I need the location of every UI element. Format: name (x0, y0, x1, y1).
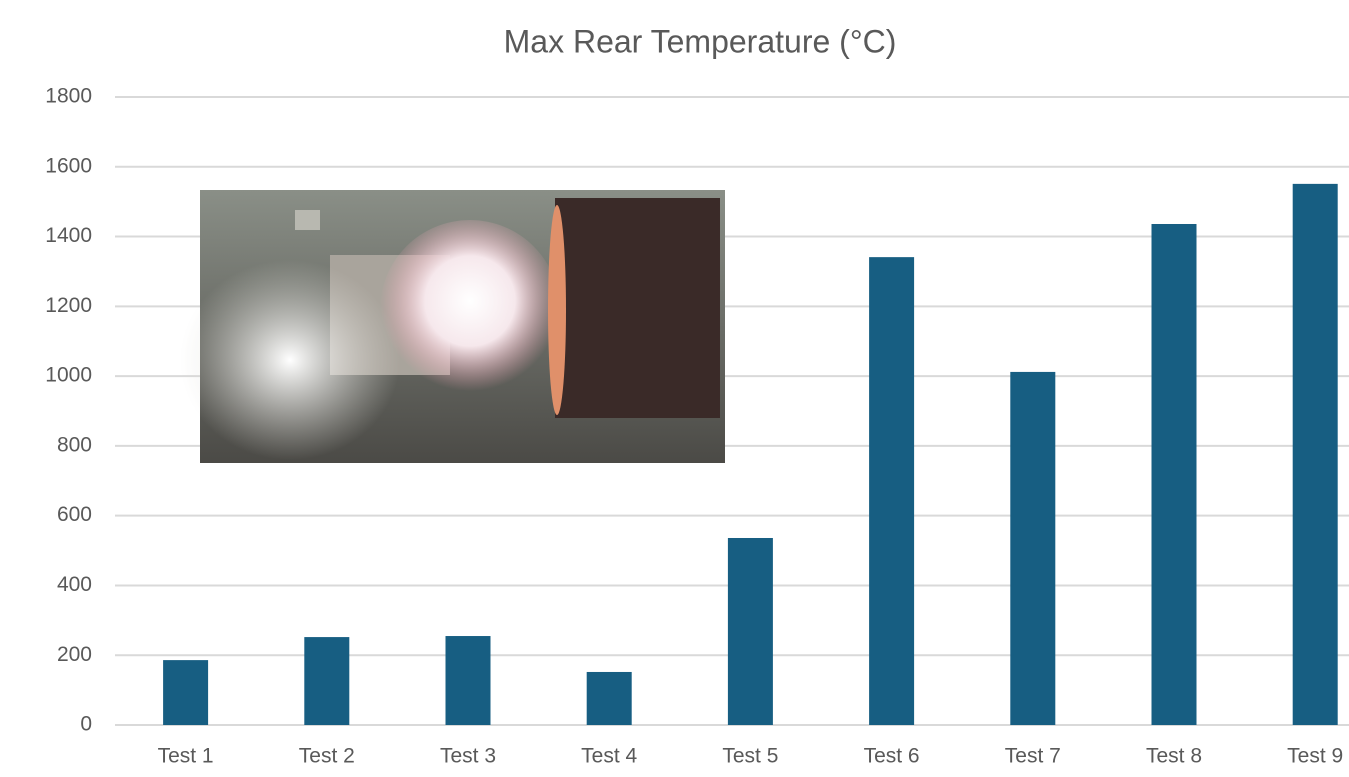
x-tick-label: Test 7 (1005, 745, 1061, 768)
photo-sensor (295, 210, 320, 230)
x-tick-label: Test 9 (1287, 745, 1343, 768)
bar (727, 537, 773, 725)
y-tick-label: 0 (80, 713, 92, 736)
x-tick-label: Test 5 (722, 745, 778, 768)
y-tick-label: 1000 (45, 364, 92, 387)
y-tick-label: 200 (57, 643, 92, 666)
bar (586, 671, 632, 725)
photo-inset (180, 190, 725, 463)
bar (445, 636, 491, 725)
x-tick-label: Test 6 (864, 745, 920, 768)
bar (163, 660, 209, 725)
x-tick-label: Test 3 (440, 745, 496, 768)
y-tick-label: 600 (57, 503, 92, 526)
x-tick-label: Test 8 (1146, 745, 1202, 768)
bar (869, 257, 915, 725)
bar (304, 637, 350, 725)
photo-flame (380, 220, 560, 400)
photo-fibers (180, 260, 400, 460)
y-tick-label: 400 (57, 573, 92, 596)
x-tick-label: Test 2 (299, 745, 355, 768)
x-tick-label: Test 1 (158, 745, 214, 768)
y-tick-label: 1600 (45, 154, 92, 177)
bar (1010, 371, 1056, 725)
y-tick-label: 1400 (45, 224, 92, 247)
x-tick-label: Test 4 (581, 745, 637, 768)
photo-rim (548, 205, 566, 415)
bar (1151, 223, 1197, 726)
chart-title: Max Rear Temperature (°C) (504, 23, 897, 59)
y-tick-label: 1800 (45, 85, 92, 108)
photo-cylinder (555, 198, 720, 418)
bar (1292, 183, 1338, 725)
y-tick-label: 800 (57, 433, 92, 456)
y-tick-label: 1200 (45, 294, 92, 317)
